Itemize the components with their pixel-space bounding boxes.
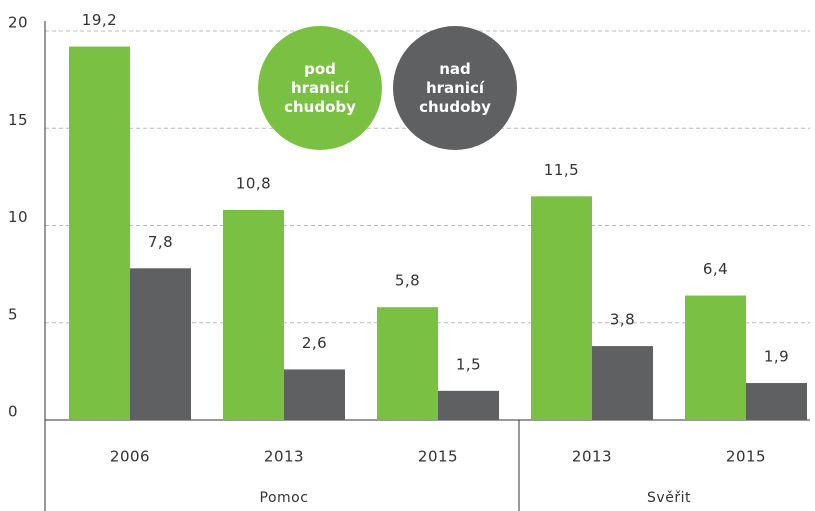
data-label: 3,8: [610, 311, 635, 329]
x-tick-label: 2015: [418, 448, 458, 466]
data-label: 2,6: [302, 334, 327, 352]
data-label: 1,5: [456, 355, 481, 373]
x-tick-label: 2015: [726, 448, 766, 466]
bar: [130, 268, 191, 420]
bar: [284, 369, 345, 420]
data-label: 10,8: [236, 174, 271, 192]
bar: [69, 46, 130, 421]
bar: [592, 346, 653, 420]
data-label: 6,4: [703, 260, 728, 278]
data-label: 19,2: [82, 11, 117, 29]
data-label: 1,9: [764, 348, 789, 366]
data-label: 7,8: [148, 233, 173, 251]
y-tick-label: 5: [8, 305, 18, 323]
legend-label: pod hranicí chudoby: [284, 59, 356, 116]
bar: [746, 383, 807, 420]
y-tick-label: 20: [8, 14, 28, 32]
bar: [223, 209, 284, 420]
legend-item: nad hranicí chudoby: [393, 26, 517, 150]
bar: [377, 307, 438, 420]
legend-label: nad hranicí chudoby: [419, 59, 491, 116]
legend-item: pod hranicí chudoby: [258, 26, 382, 150]
y-tick-label: 15: [8, 111, 28, 129]
bar: [438, 390, 499, 420]
data-label: 5,8: [395, 272, 420, 290]
x-tick-label: 2006: [110, 448, 150, 466]
x-tick-label: 2013: [572, 448, 612, 466]
group-label: Pomoc: [260, 490, 309, 506]
data-label: 11,5: [544, 161, 579, 179]
y-tick-label: 10: [8, 208, 28, 226]
y-tick-label: 0: [8, 403, 18, 421]
bar: [685, 295, 746, 420]
bar: [531, 196, 592, 420]
group-label: Svěřit: [647, 490, 691, 506]
x-tick-label: 2013: [264, 448, 304, 466]
